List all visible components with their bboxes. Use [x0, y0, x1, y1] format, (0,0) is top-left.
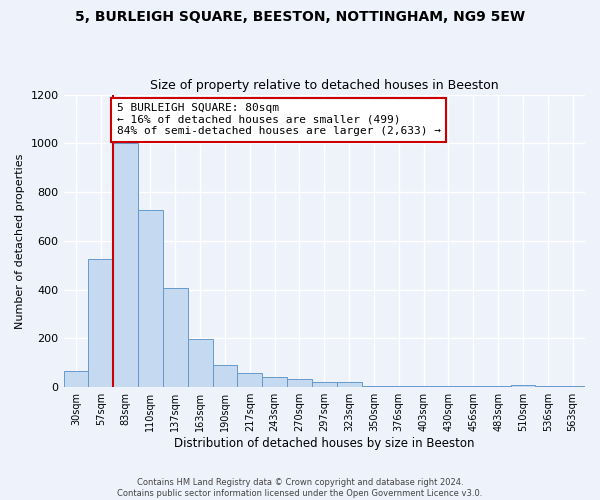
Bar	[485, 386, 511, 387]
Text: Contains HM Land Registry data © Crown copyright and database right 2024.
Contai: Contains HM Land Registry data © Crown c…	[118, 478, 482, 498]
Bar	[312, 382, 337, 387]
Bar	[436, 386, 461, 387]
Bar	[64, 372, 88, 387]
X-axis label: Distribution of detached houses by size in Beeston: Distribution of detached houses by size …	[174, 437, 475, 450]
Bar	[138, 210, 163, 387]
Bar	[461, 386, 485, 387]
Bar	[113, 144, 138, 387]
Title: Size of property relative to detached houses in Beeston: Size of property relative to detached ho…	[150, 79, 499, 92]
Bar	[337, 382, 362, 387]
Bar	[411, 386, 436, 387]
Bar	[362, 386, 386, 387]
Bar	[287, 378, 312, 387]
Bar	[262, 377, 287, 387]
Text: 5, BURLEIGH SQUARE, BEESTON, NOTTINGHAM, NG9 5EW: 5, BURLEIGH SQUARE, BEESTON, NOTTINGHAM,…	[75, 10, 525, 24]
Bar	[238, 372, 262, 387]
Bar	[163, 288, 188, 387]
Bar	[386, 386, 411, 387]
Text: 5 BURLEIGH SQUARE: 80sqm
← 16% of detached houses are smaller (499)
84% of semi-: 5 BURLEIGH SQUARE: 80sqm ← 16% of detach…	[117, 103, 441, 136]
Bar	[188, 339, 212, 387]
Y-axis label: Number of detached properties: Number of detached properties	[15, 153, 25, 328]
Bar	[560, 386, 585, 387]
Bar	[511, 385, 535, 387]
Bar	[212, 366, 238, 387]
Bar	[535, 386, 560, 387]
Bar	[88, 259, 113, 387]
